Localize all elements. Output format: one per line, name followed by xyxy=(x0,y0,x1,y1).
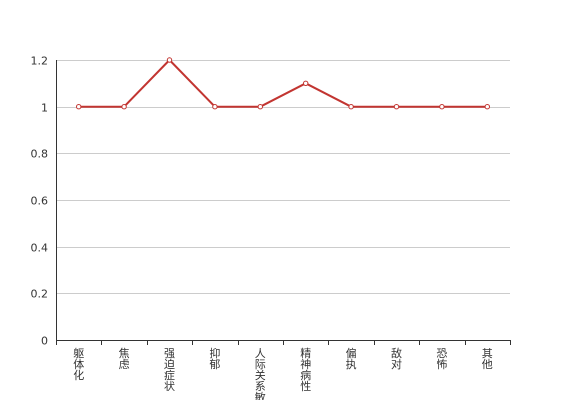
x-tick-label: 恐怖 xyxy=(436,347,447,371)
x-tick-label: 精神病性 xyxy=(300,347,311,393)
data-point[interactable] xyxy=(212,104,218,110)
y-tick-label: 0.4 xyxy=(31,242,49,255)
gridlines xyxy=(56,60,510,294)
y-tick-label: 0.8 xyxy=(31,148,49,161)
data-point[interactable] xyxy=(348,104,354,110)
series-group xyxy=(76,57,490,110)
x-axis: 躯体化 焦虑 强迫症状 抑郁 人际关系敏感 精神病性 偏执 敌对 恐怖 其他 xyxy=(56,340,511,400)
y-axis: 0 0.2 0.4 0.6 0.8 1 1.2 xyxy=(31,55,57,348)
x-tick-label: 其他 xyxy=(482,347,493,371)
y-tick-label: 1 xyxy=(41,102,48,115)
y-tick-label: 1.2 xyxy=(31,55,49,68)
data-point[interactable] xyxy=(439,104,445,110)
data-point[interactable] xyxy=(484,104,490,110)
data-point[interactable] xyxy=(257,104,263,110)
x-tick-label: 敌对 xyxy=(391,346,402,371)
data-point[interactable] xyxy=(76,104,82,110)
y-tick-label: 0.6 xyxy=(31,195,49,208)
y-tick-label: 0.2 xyxy=(31,288,49,301)
data-point[interactable] xyxy=(166,57,173,63)
data-point[interactable] xyxy=(303,80,309,87)
x-tick-label: 强迫症状 xyxy=(164,347,175,393)
x-tick-label: 人际关系敏感 xyxy=(255,347,266,400)
series-line xyxy=(78,59,488,108)
data-point[interactable] xyxy=(121,104,127,110)
x-tick-label: 抑郁 xyxy=(209,346,220,371)
y-tick-label: 0 xyxy=(41,335,48,348)
x-tick-label: 躯体化 xyxy=(73,347,84,382)
x-tick-label: 偏执 xyxy=(346,346,357,371)
x-tick-label: 焦虑 xyxy=(119,347,130,371)
data-point[interactable] xyxy=(393,104,400,110)
